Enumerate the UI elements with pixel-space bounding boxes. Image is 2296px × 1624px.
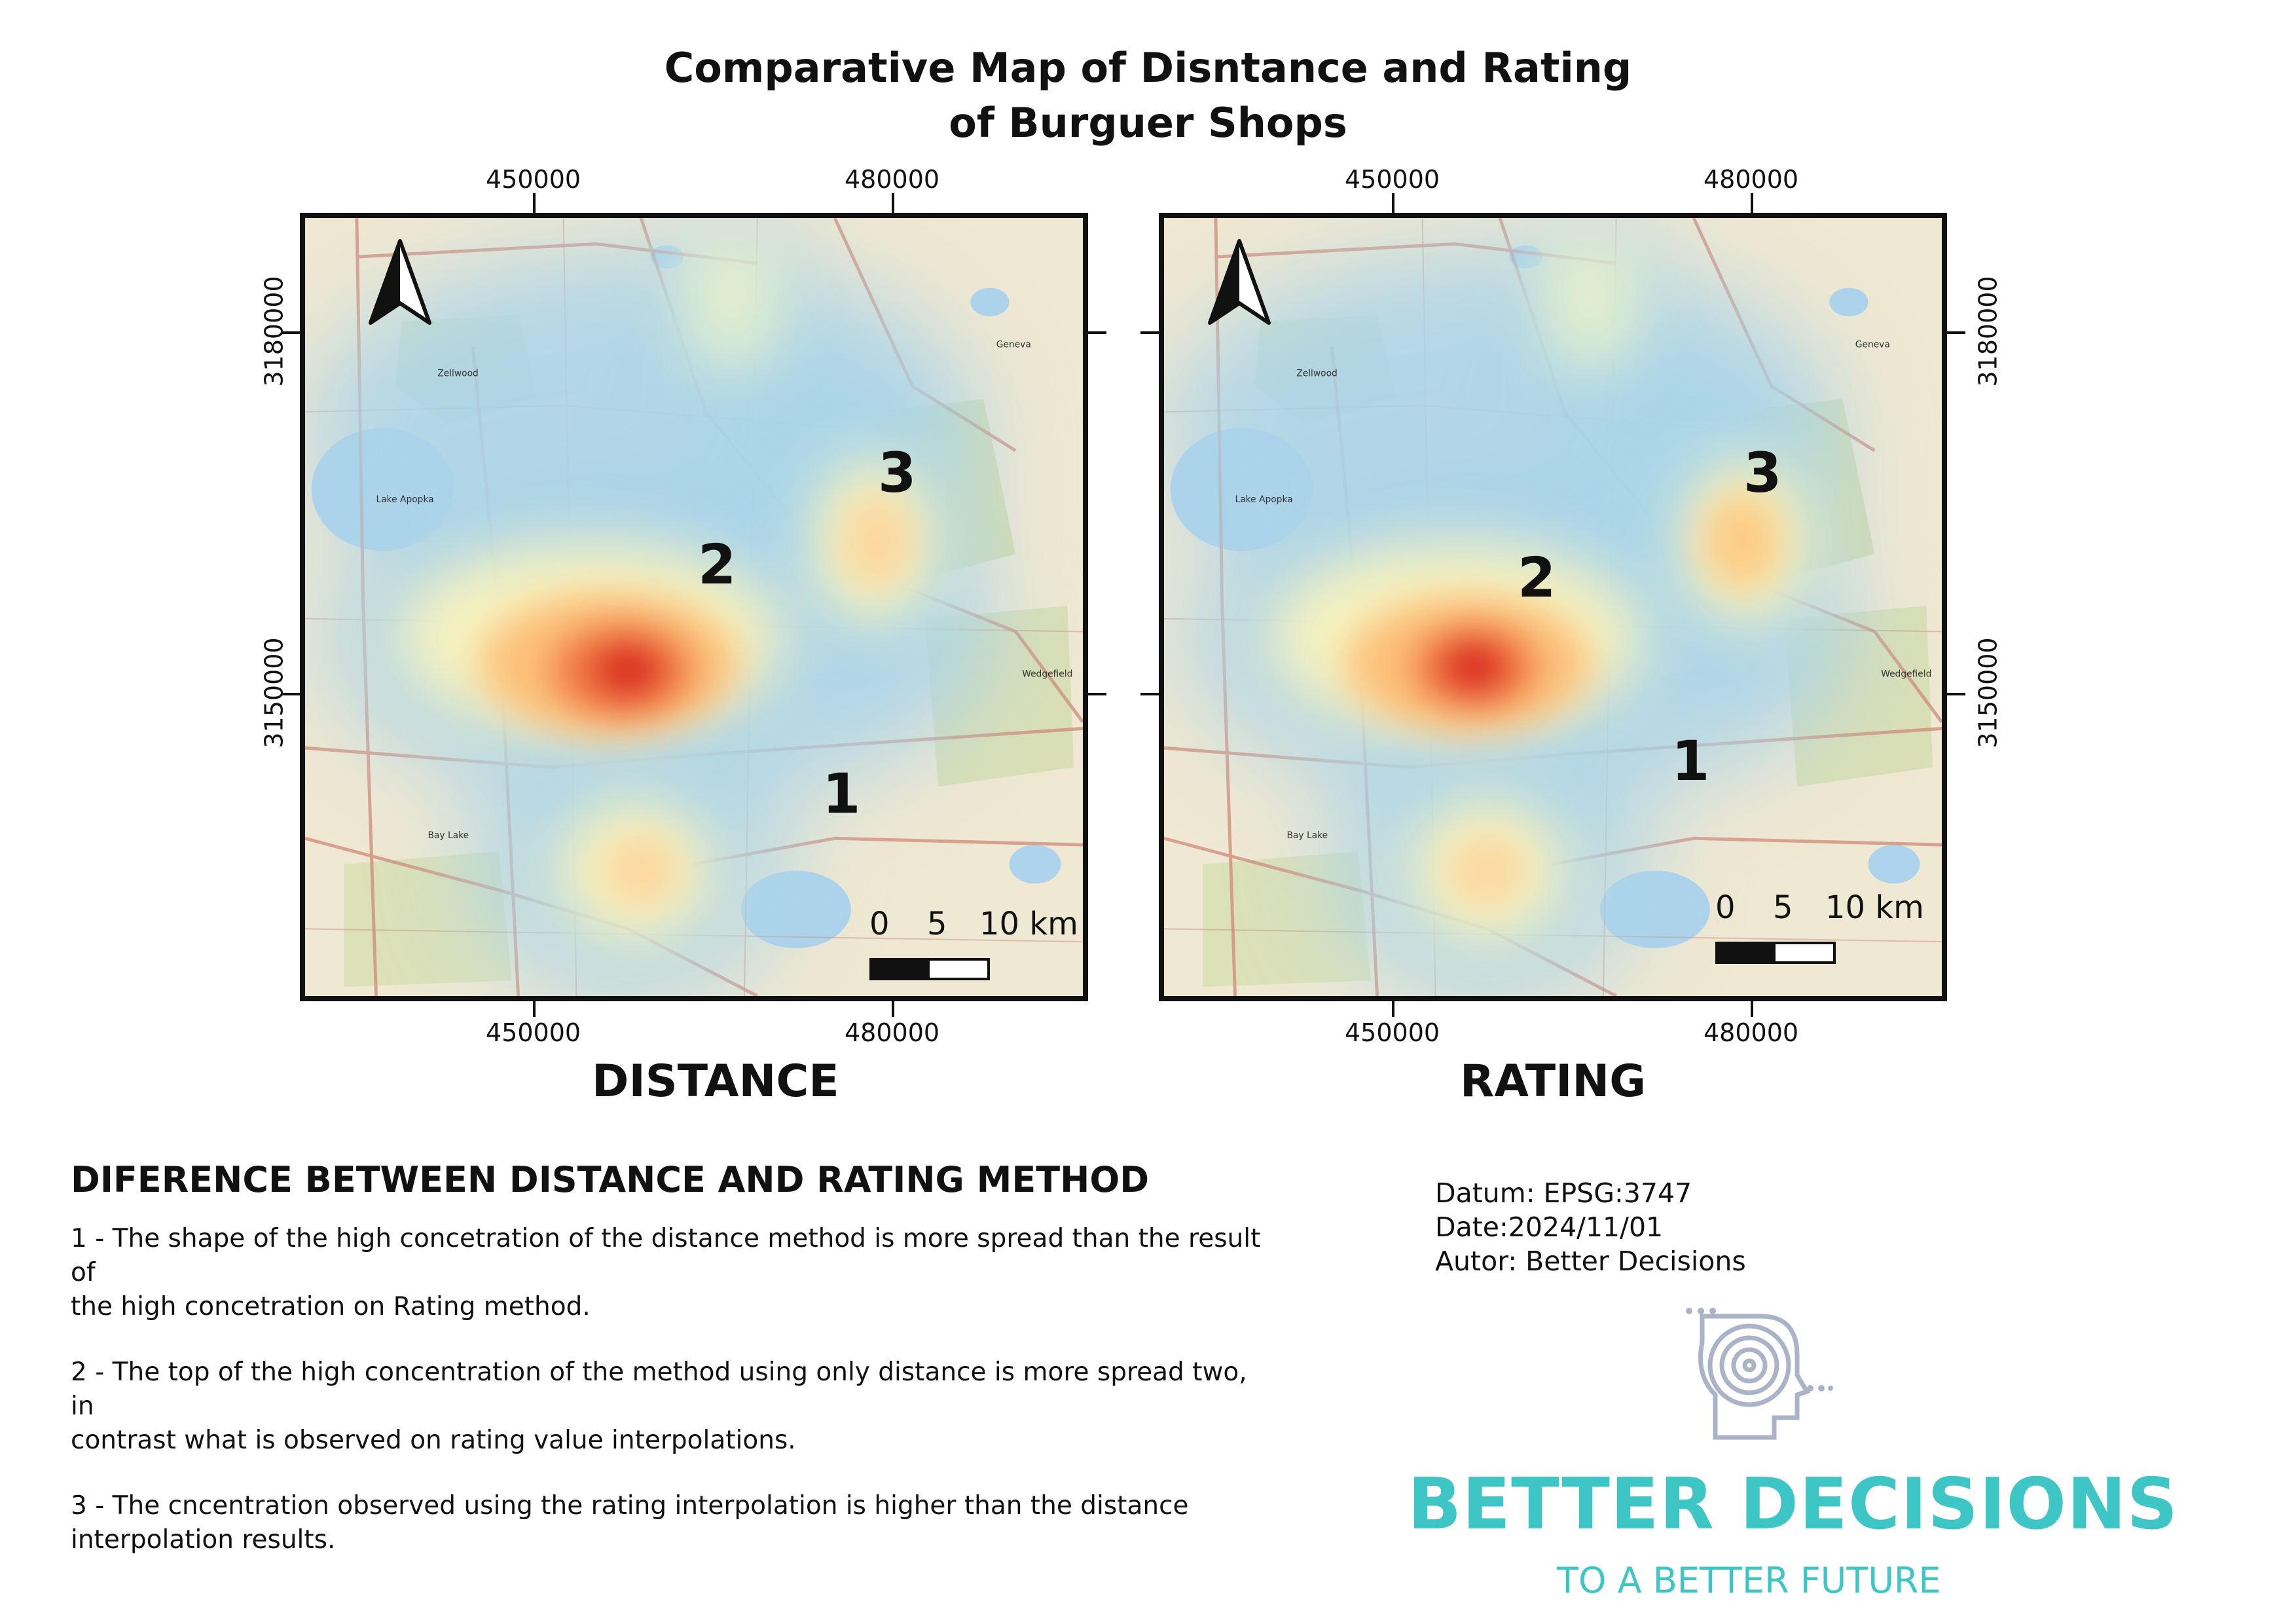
note-2-line2: contrast what is observed on rating valu… (71, 1426, 796, 1455)
author-text: Autor: Better Decisions (1435, 1246, 1746, 1277)
tick-mark (282, 331, 300, 334)
place-label: Wedgefield (1022, 669, 1072, 680)
note-2-line1: 2 - The top of the high concentration of… (71, 1357, 1247, 1421)
hotspot-label-3: 3 (878, 441, 917, 505)
scale-label-0: 0 (1715, 889, 1736, 926)
tick-mark (1140, 331, 1159, 334)
place-label: Geneva (1855, 339, 1890, 350)
tick-mark (1947, 331, 1965, 334)
note-2: 2 - The top of the high concentration of… (71, 1356, 1262, 1458)
tick-mark (533, 193, 536, 213)
brand-name: BETTER DECISIONS (1408, 1464, 2179, 1545)
tick-mark (1088, 331, 1106, 334)
tick-mark (1140, 693, 1159, 695)
x-coord-top-480000: 480000 (1704, 165, 1799, 194)
x-coord-bottom-480000: 480000 (1704, 1018, 1799, 1047)
hotspot-label-2: 2 (698, 532, 737, 597)
x-coord-top-450000: 450000 (486, 165, 581, 194)
scale-label-0: 0 (869, 906, 890, 942)
note-3-line1: 3 - The cncentration observed using the … (71, 1491, 1189, 1521)
scale-label-5: 5 (1773, 889, 1793, 926)
section-heading: DIFERENCE BETWEEN DISTANCE AND RATING ME… (71, 1159, 1150, 1200)
distance-map[interactable]: Zellwood Geneva Lake Apopka Wedgefield B… (300, 213, 1088, 1001)
map-title-line2: of Burguer Shops (949, 99, 1347, 147)
map-title: Comparative Map of Disntance and Rating … (0, 41, 2296, 151)
map-title-line1: Comparative Map of Disntance and Rating (664, 44, 1632, 92)
place-label: Zellwood (1296, 369, 1338, 379)
x-coord-bottom-480000: 480000 (845, 1018, 940, 1047)
north-arrow-icon (1208, 239, 1271, 325)
tick-mark (1392, 193, 1394, 213)
tick-mark (892, 193, 894, 213)
note-3-line2: interpolation results. (71, 1525, 336, 1555)
note-1-line1: 1 - The shape of the high concetration o… (71, 1224, 1261, 1287)
tick-mark (1751, 193, 1753, 213)
x-coord-bottom-450000: 450000 (486, 1018, 581, 1047)
north-arrow-icon (369, 239, 431, 325)
tick-mark (1088, 693, 1106, 695)
scale-label-5: 5 (927, 906, 947, 942)
hotspot-label-2: 2 (1518, 545, 1556, 610)
tick-mark (533, 1001, 536, 1017)
x-coord-bottom-450000: 450000 (1345, 1018, 1440, 1047)
map-metadata: Datum: EPSG:3747 Date:2024/11/01 Autor: … (1435, 1176, 1746, 1278)
tick-mark (1947, 693, 1965, 695)
x-coord-top-480000: 480000 (845, 165, 940, 194)
y-coord-3180000: 3180000 (1973, 276, 2003, 387)
note-1: 1 - The shape of the high concetration o… (71, 1222, 1262, 1324)
place-label: Wedgefield (1881, 669, 1931, 680)
brand-logo-icon (1686, 1308, 1833, 1440)
rating-map[interactable]: Zellwood Geneva Lake Apopka Wedgefield B… (1159, 213, 1947, 1001)
tick-mark (892, 1001, 894, 1017)
place-label: Bay Lake (428, 830, 469, 841)
scale-label-10km: 10 km (1825, 889, 1924, 926)
tick-mark (1392, 1001, 1394, 1017)
scale-bar (1715, 942, 1836, 964)
scale-label-10km: 10 km (979, 906, 1078, 942)
hotspot-label-1: 1 (1671, 729, 1710, 793)
hotspot-label-3: 3 (1743, 441, 1782, 505)
distance-caption: DISTANCE (592, 1056, 839, 1107)
place-label: Lake Apopka (1235, 494, 1293, 505)
y-coord-3150000: 3150000 (1973, 637, 2003, 748)
x-coord-top-450000: 450000 (1345, 165, 1440, 194)
place-label: Bay Lake (1286, 830, 1328, 841)
note-1-line2: the high concetration on Rating method. (71, 1292, 591, 1321)
datum-text: Datum: EPSG:3747 (1435, 1177, 1692, 1209)
scale-bar (869, 958, 990, 980)
note-3: 3 - The cncentration observed using the … (71, 1489, 1262, 1557)
rating-caption: RATING (1460, 1056, 1647, 1107)
place-label: Geneva (996, 339, 1031, 350)
brand-tagline: TO A BETTER FUTURE (1557, 1560, 1941, 1601)
hotspot-label-1: 1 (822, 762, 861, 826)
rating-basemap: Zellwood Geneva Lake Apopka Wedgefield B… (1164, 218, 1942, 996)
date-text: Date:2024/11/01 (1435, 1211, 1664, 1243)
tick-mark (282, 693, 300, 695)
place-label: Zellwood (437, 369, 479, 379)
place-label: Lake Apopka (376, 494, 434, 505)
tick-mark (1751, 1001, 1753, 1017)
distance-basemap: Zellwood Geneva Lake Apopka Wedgefield B… (305, 218, 1083, 996)
